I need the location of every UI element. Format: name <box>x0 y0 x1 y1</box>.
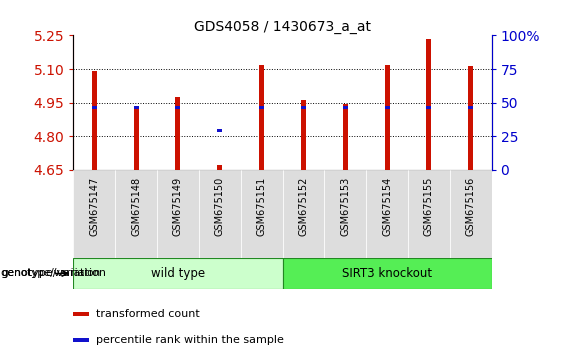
Text: transformed count: transformed count <box>97 309 200 319</box>
Text: GSM675150: GSM675150 <box>215 177 225 236</box>
Bar <box>259 106 264 109</box>
Bar <box>282 258 492 289</box>
Bar <box>176 97 180 170</box>
Bar <box>343 104 347 170</box>
Text: GSM675154: GSM675154 <box>382 177 392 236</box>
Text: GSM675148: GSM675148 <box>131 177 141 236</box>
Bar <box>73 313 89 316</box>
Bar <box>324 170 366 258</box>
Bar <box>157 170 199 258</box>
Text: SIRT3 knockout: SIRT3 knockout <box>342 267 432 280</box>
Text: GSM675153: GSM675153 <box>340 177 350 236</box>
Bar <box>259 64 264 170</box>
Bar <box>427 39 431 170</box>
Bar <box>218 129 222 132</box>
Bar <box>73 258 282 289</box>
Title: GDS4058 / 1430673_a_at: GDS4058 / 1430673_a_at <box>194 21 371 34</box>
Bar <box>115 170 157 258</box>
Bar <box>92 106 97 109</box>
Bar <box>92 71 97 170</box>
Bar <box>301 101 306 170</box>
Bar <box>468 65 473 170</box>
Bar <box>408 170 450 258</box>
Bar <box>468 106 473 109</box>
Text: percentile rank within the sample: percentile rank within the sample <box>97 335 284 345</box>
Text: genotype/variation: genotype/variation <box>0 268 106 279</box>
Bar <box>385 106 389 109</box>
Bar <box>282 170 324 258</box>
Text: GSM675147: GSM675147 <box>89 177 99 236</box>
Text: GSM675152: GSM675152 <box>298 177 308 236</box>
Bar <box>73 338 89 342</box>
Bar <box>199 170 241 258</box>
Bar <box>427 106 431 109</box>
Bar <box>176 106 180 109</box>
Text: GSM675149: GSM675149 <box>173 177 183 236</box>
Bar <box>73 170 115 258</box>
Text: wild type: wild type <box>151 267 205 280</box>
Bar <box>134 108 138 170</box>
Bar <box>366 170 408 258</box>
Bar <box>450 170 492 258</box>
Bar <box>343 106 347 109</box>
Text: genotype/variation: genotype/variation <box>2 268 101 279</box>
Text: GSM675151: GSM675151 <box>257 177 267 236</box>
Bar <box>218 165 222 170</box>
Bar <box>134 106 138 109</box>
Text: GSM675156: GSM675156 <box>466 177 476 236</box>
Text: GSM675155: GSM675155 <box>424 177 434 236</box>
Bar <box>301 106 306 109</box>
Bar <box>241 170 282 258</box>
Bar <box>385 64 389 170</box>
